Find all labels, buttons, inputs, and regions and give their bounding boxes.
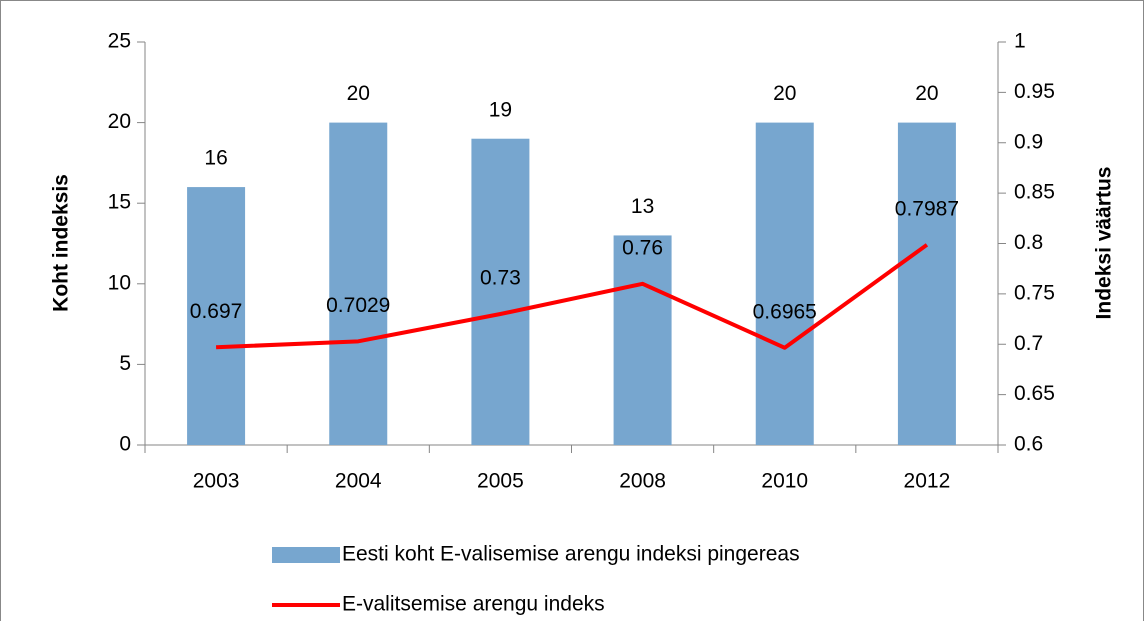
line-label: 0.73 [480,267,521,290]
legend-swatch [272,547,340,563]
bar [613,235,672,445]
y2-tick-label: 0.6 [1014,433,1043,456]
bar-label: 16 [204,147,227,170]
bar [329,122,388,445]
bar-label: 20 [915,82,938,105]
y-tick-label: 0 [119,433,131,456]
y-tick-label: 20 [108,110,131,133]
y2-axis-title: Indeksi väärtus [1093,167,1116,320]
y2-tick-label: 0.8 [1014,231,1043,254]
y-tick-label: 15 [108,191,131,214]
y-axis-title: Koht indeksis [50,174,73,312]
line-label: 0.7029 [326,294,390,317]
y2-tick-label: 0.75 [1014,281,1055,304]
y-tick-label: 5 [119,352,131,375]
x-tick-label: 2012 [904,470,951,493]
bar [755,122,814,445]
line-label: 0.697 [190,300,243,323]
x-tick-label: 2003 [193,470,240,493]
y2-tick-label: 0.95 [1014,80,1055,103]
y-tick-label: 25 [108,30,131,53]
y2-tick-label: 0.7 [1014,332,1043,355]
bar-label: 19 [489,98,512,121]
line [215,243,929,350]
y-tick-label: 10 [108,271,131,294]
bar-label: 13 [631,195,654,218]
x-tick-label: 2005 [477,470,524,493]
bar-label: 20 [773,82,796,105]
legend-label: E-valitsemise arengu indeks [342,593,605,616]
y2-tick-label: 1 [1014,30,1026,53]
x-tick-label: 2010 [761,470,808,493]
line-label: 0.76 [622,236,663,259]
line-label: 0.6965 [753,300,817,323]
bar [897,122,956,445]
legend-label: Eesti koht E-valisemise arengu indeksi p… [342,543,800,566]
bar [471,138,530,445]
line-label: 0.7987 [895,197,959,220]
bar-label: 20 [347,82,370,105]
x-tick-label: 2004 [335,470,382,493]
bar [187,187,246,445]
y2-tick-label: 0.9 [1014,130,1043,153]
y2-tick-label: 0.85 [1014,181,1055,204]
x-tick-label: 2008 [619,470,666,493]
y2-tick-label: 0.65 [1014,382,1055,405]
